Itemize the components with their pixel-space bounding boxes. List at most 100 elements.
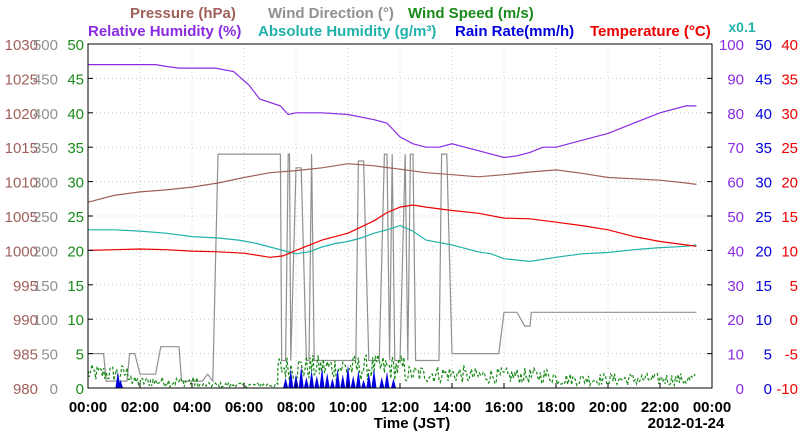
y-tick-right-rain_rate: 0	[764, 381, 772, 398]
rain-rate-spike	[293, 374, 299, 388]
y-tick-left-wind_speed: 0	[76, 381, 84, 398]
series-line	[87, 163, 697, 203]
y-tick-right-temperature: 15	[781, 209, 798, 226]
x-tick-label: 06:00	[225, 399, 263, 416]
y-tick-right-rain_rate: 5	[764, 347, 772, 364]
rain-rate-spike	[371, 368, 377, 388]
y-tick-left-wind_speed: 25	[67, 209, 84, 226]
y-tick-right-rain_rate: 10	[755, 312, 772, 329]
y-tick-right-relative_humidity: 80	[727, 106, 744, 123]
title-item: Temperature (°C)	[590, 23, 711, 40]
series-line	[88, 153, 697, 383]
y-tick-left-pressure: 985	[13, 347, 38, 364]
y-tick-right-temperature: 5	[790, 278, 798, 295]
title-item: Wind Direction (°)	[268, 5, 394, 22]
x-tick-label: 18:00	[537, 399, 575, 416]
y-tick-right-temperature: 10	[781, 243, 798, 260]
y-tick-left-wind_speed: 35	[67, 140, 84, 157]
y-tick-left-wind_direction: 50	[41, 347, 58, 364]
rain-rate-spike	[391, 378, 396, 388]
y-tick-right-temperature: -10	[776, 381, 798, 398]
x-tick-label: 12:00	[381, 399, 419, 416]
x-tick-label: 00:00	[69, 399, 107, 416]
title-item: Wind Speed (m/s)	[408, 5, 534, 22]
rain-rate-spike	[345, 364, 351, 388]
grid	[88, 44, 712, 388]
rain-rate-spike	[366, 372, 372, 388]
rain-rate-spike	[350, 375, 356, 388]
rain-rate-spike	[384, 371, 390, 388]
y-tick-right-relative_humidity: 100	[719, 37, 744, 54]
y-tick-left-pressure: 1025	[5, 71, 38, 88]
y-tick-right-temperature: 25	[781, 140, 798, 157]
rain-rate-spike	[324, 372, 330, 388]
y-tick-left-pressure: 1015	[5, 140, 38, 157]
x-tick-label: 00:00	[693, 399, 731, 416]
rain-rate-spike	[298, 365, 304, 388]
x-tick-label: 08:00	[277, 399, 315, 416]
rain-rate-spike	[303, 376, 309, 388]
y-tick-right-rain_rate: 50	[755, 37, 772, 54]
y-tick-right-relative_humidity: 20	[727, 312, 744, 329]
title-item: Pressure (hPa)	[130, 5, 236, 22]
rain-rate-spike	[329, 378, 335, 388]
y-tick-left-wind_direction: 500	[33, 37, 58, 54]
y-tick-left-wind_speed: 40	[67, 106, 84, 123]
y-tick-right-temperature: 35	[781, 71, 798, 88]
series-line	[88, 224, 697, 263]
y-tick-left-wind_direction: 450	[33, 71, 58, 88]
y-tick-left-wind_speed: 20	[67, 243, 84, 260]
y-tick-left-wind_speed: 30	[67, 175, 84, 192]
y-tick-right-temperature: -5	[785, 347, 798, 364]
x-tick-label: 10:00	[329, 399, 367, 416]
y-tick-left-wind_direction: 400	[33, 106, 58, 123]
series-line	[87, 354, 696, 389]
x-tick-label: 04:00	[173, 399, 211, 416]
x-axis-label: Time (JST)	[374, 415, 450, 432]
y-tick-left-pressure: 1020	[5, 106, 38, 123]
y-tick-left-wind_speed: 10	[67, 312, 84, 329]
y-tick-left-wind_direction: 150	[33, 278, 58, 295]
y-tick-right-rain_rate: 45	[755, 71, 772, 88]
y-tick-left-wind_direction: 300	[33, 175, 58, 192]
y-tick-right-temperature: 0	[790, 312, 798, 329]
y-tick-right-relative_humidity: 10	[727, 347, 744, 364]
date-label: 2012-01-24	[648, 415, 725, 432]
y-tick-right-rain_rate: 40	[755, 106, 772, 123]
rain-rate-spike	[118, 379, 123, 388]
y-tick-right-rain_rate: 20	[755, 243, 772, 260]
y-tick-right-temperature: 20	[781, 175, 798, 192]
series-layer	[87, 63, 697, 389]
y-tick-right-relative_humidity: 60	[727, 175, 744, 192]
rain-rate-spike	[355, 370, 361, 388]
title-item: Absolute Humidity (g/m³)	[258, 23, 436, 40]
y-tick-left-wind_direction: 250	[33, 209, 58, 226]
rain-rate-spike	[361, 379, 367, 388]
y-tick-right-rain_rate: 30	[755, 175, 772, 192]
y-tick-left-pressure: 1005	[5, 209, 38, 226]
x-axis-ticks: 00:00 02:00 04:00 06:00 08:00 10:00 12:00 14:00…	[69, 383, 731, 416]
y-tick-left-pressure: 990	[13, 312, 38, 329]
y-tick-left-wind_speed: 5	[76, 347, 84, 364]
right-axis-ticks: 1009080706050403020100504540353025201510…	[707, 37, 798, 398]
title-item: Relative Humidity (%)	[88, 23, 241, 40]
y-tick-left-pressure: 1000	[5, 243, 38, 260]
rain-rate-spike	[340, 374, 346, 388]
y-tick-left-pressure: 980	[13, 381, 38, 398]
y-tick-left-pressure: 995	[13, 278, 38, 295]
y-tick-right-rain_rate: 15	[755, 278, 772, 295]
y-tick-left-wind_speed: 45	[67, 71, 84, 88]
x-tick-label: 02:00	[121, 399, 159, 416]
rain-rate-spike	[283, 377, 289, 388]
rain-rate-spike	[309, 370, 315, 388]
y-tick-right-relative_humidity: 70	[727, 140, 744, 157]
y-tick-left-wind_speed: 50	[67, 37, 84, 54]
x-tick-label: 20:00	[589, 399, 627, 416]
y-tick-right-relative_humidity: 30	[727, 278, 744, 295]
y-tick-right-relative_humidity: 50	[727, 209, 744, 226]
y-tick-right-relative_humidity: 90	[727, 71, 744, 88]
series-line	[87, 204, 697, 258]
series-line	[88, 63, 697, 159]
y-tick-right-rain_rate: 25	[755, 209, 772, 226]
